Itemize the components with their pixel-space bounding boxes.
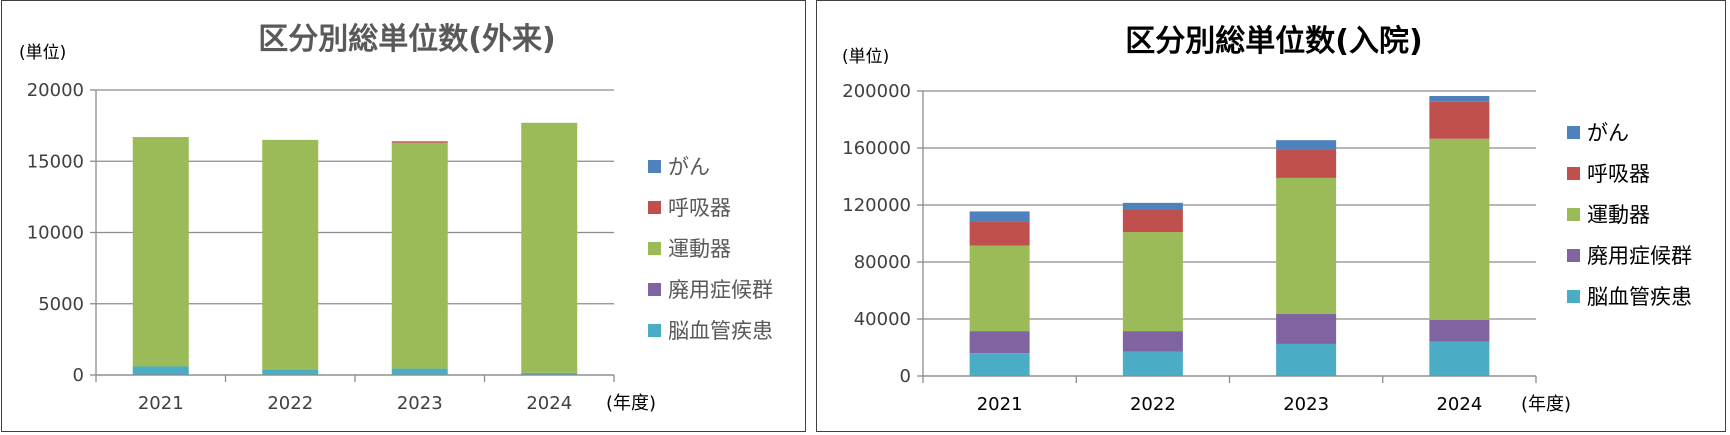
inpatient-bar-segment (1122, 209, 1183, 233)
outpatient-title: 区分別総単位数(外来) (258, 22, 555, 57)
inpatient-bar-segment (1276, 343, 1337, 376)
outpatient-xtick-label: 2021 (138, 393, 184, 414)
inpatient-legend-label: 脳血管疾患 (1587, 285, 1692, 309)
chart-panel-outpatient: 区分別総単位数(外来) (単位) (年度) 0 5000 10000 15000 20000 2… (1, 0, 806, 432)
outpatient-legend-label: 廃用症候群 (668, 278, 773, 302)
outpatient-bar-segment (521, 122, 578, 373)
outpatient-legend-swatch (648, 242, 661, 255)
outpatient-bar-segment (132, 137, 189, 367)
inpatient-bar-segment (1276, 177, 1337, 315)
inpatient-bar-segment (969, 211, 1030, 222)
inpatient-bar-segment (1122, 232, 1183, 332)
inpatient-bar-segment (1429, 138, 1490, 320)
inpatient-ytick-label: 200000 (842, 81, 911, 102)
inpatient-legend-swatch (1567, 167, 1580, 180)
outpatient-xlabel: (年度) (606, 393, 656, 414)
inpatient-bar-segment (969, 245, 1030, 332)
inpatient-ytick-label: 0 (900, 366, 911, 387)
inpatient-bar-segment (969, 353, 1030, 376)
inpatient-bar-segment (1122, 202, 1183, 210)
inpatient-ylabel: (単位) (842, 47, 889, 67)
inpatient-xlabel: (年度) (1521, 394, 1571, 415)
inpatient-bar-segment (969, 221, 1030, 246)
chart-panel-inpatient: 区分別総単位数(入院) (単位) (年度) 0 40000 80000 120000 1600… (816, 0, 1726, 432)
outpatient-legend-label: 運動器 (668, 237, 731, 261)
outpatient-legend-swatch (648, 324, 661, 337)
outpatient-bar-segment (132, 366, 189, 375)
chart-outpatient: 区分別総単位数(外来) (単位) (年度) 0 5000 10000 15000 20000 2… (19, 22, 773, 414)
inpatient-legend-swatch (1567, 208, 1580, 221)
inpatient-bar-segment (1429, 341, 1490, 376)
inpatient-xtick-label: 2021 (977, 394, 1023, 415)
inpatient-ytick-label: 80000 (854, 252, 911, 273)
chart-inpatient: 区分別総単位数(入院) (単位) (年度) 0 40000 80000 120000 1600… (842, 24, 1692, 415)
inpatient-legend-label: がん (1587, 121, 1629, 145)
outpatient-bar-segment (391, 141, 448, 143)
inpatient-legend-label: 呼吸器 (1587, 162, 1650, 186)
outpatient-legend-swatch (648, 283, 661, 296)
outpatient-ytick-label: 5000 (38, 294, 84, 315)
outpatient-bar-segment (262, 369, 319, 375)
inpatient-bar-segment (1429, 95, 1490, 102)
outpatient-xtick-label: 2024 (526, 393, 572, 414)
inpatient-bar-segment (1276, 314, 1337, 344)
outpatient-ytick-label: 10000 (27, 223, 84, 244)
inpatient-bar-segment (1276, 140, 1337, 150)
outpatient-legend-swatch (648, 160, 661, 173)
inpatient-legend-swatch (1567, 126, 1580, 139)
inpatient-bar-segment (969, 331, 1030, 354)
inpatient-bar-segment (1429, 101, 1490, 139)
outpatient-ytick-label: 0 (73, 365, 84, 386)
inpatient-title: 区分別総単位数(入院) (1125, 24, 1422, 59)
inpatient-bar-segment (1276, 149, 1337, 178)
inpatient-legend-swatch (1567, 249, 1580, 262)
outpatient-bar-segment (262, 139, 319, 370)
inpatient-xtick-label: 2023 (1283, 394, 1329, 415)
inpatient-ytick-label: 160000 (842, 138, 911, 159)
outpatient-ytick-label: 15000 (27, 151, 84, 172)
outpatient-legend-swatch (648, 201, 661, 214)
outpatient-legend-label: 脳血管疾患 (668, 319, 773, 343)
outpatient-xtick-label: 2023 (397, 393, 443, 414)
inpatient-legend-label: 運動器 (1587, 203, 1650, 227)
outpatient-ytick-label: 20000 (27, 80, 84, 101)
outpatient-ylabel: (単位) (19, 43, 66, 63)
inpatient-xtick-label: 2022 (1130, 394, 1176, 415)
inpatient-ytick-label: 40000 (854, 309, 911, 330)
inpatient-xtick-label: 2024 (1436, 394, 1482, 415)
outpatient-bar-segment (391, 142, 448, 369)
outpatient-legend-label: 呼吸器 (668, 196, 731, 220)
inpatient-legend-label: 廃用症候群 (1587, 244, 1692, 268)
outpatient-legend-label: がん (668, 155, 710, 179)
outpatient-xtick-label: 2022 (267, 393, 313, 414)
inpatient-bar-segment (1122, 351, 1183, 376)
inpatient-bar-segment (1122, 331, 1183, 352)
outpatient-bar-segment (521, 372, 578, 375)
outpatient-bar-segment (391, 368, 448, 375)
inpatient-legend-swatch (1567, 290, 1580, 303)
inpatient-ytick-label: 120000 (842, 195, 911, 216)
inpatient-bar-segment (1429, 319, 1490, 342)
